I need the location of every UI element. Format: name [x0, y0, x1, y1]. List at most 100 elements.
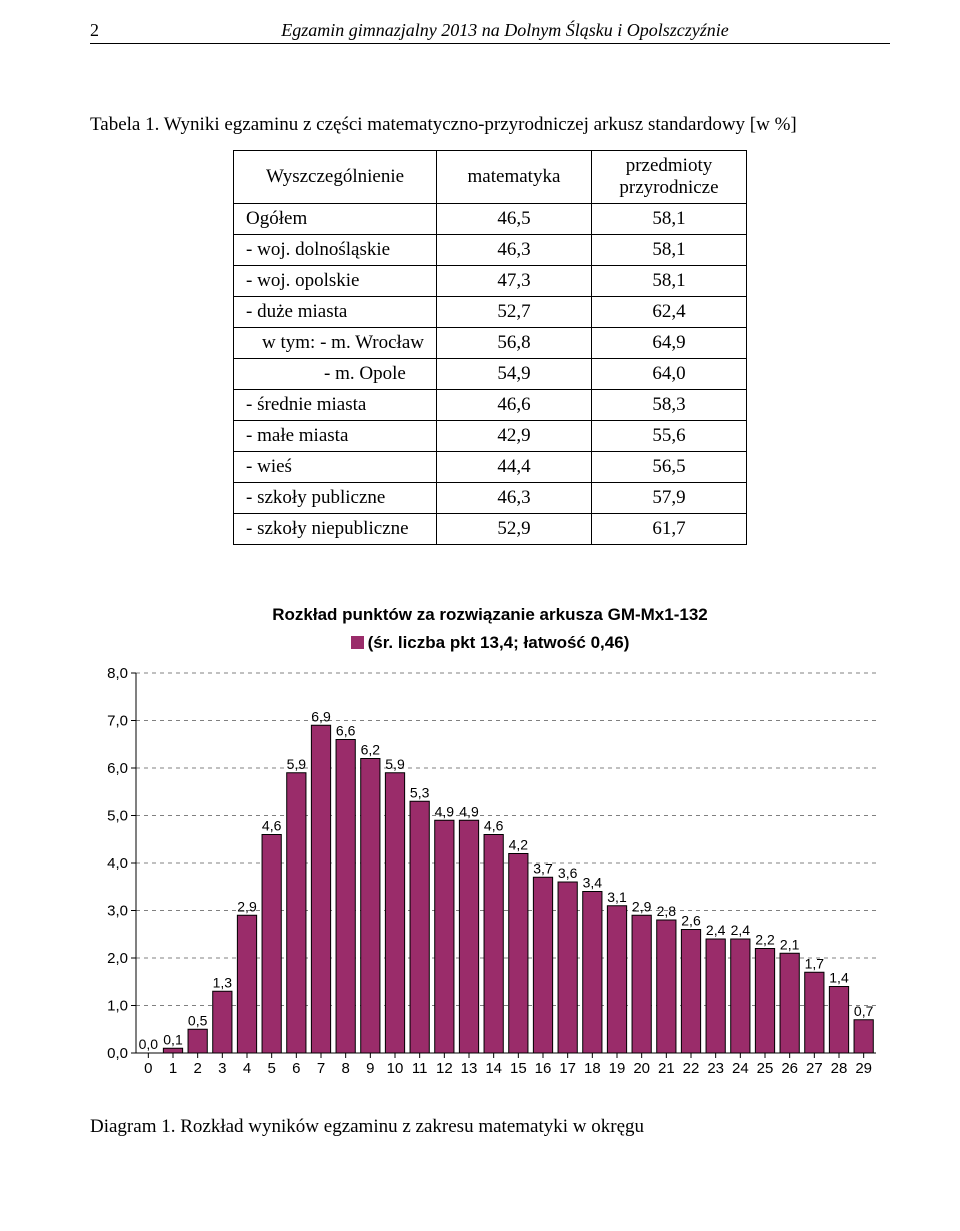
- table-cell-value: 52,9: [436, 514, 591, 545]
- table-cell-value: 58,1: [591, 235, 746, 266]
- svg-text:2,9: 2,9: [237, 898, 257, 914]
- svg-text:2,4: 2,4: [731, 922, 751, 938]
- chart-title: Rozkład punktów za rozwiązanie arkusza G…: [90, 605, 890, 625]
- svg-text:2,2: 2,2: [755, 932, 775, 948]
- svg-text:11: 11: [412, 1060, 428, 1077]
- svg-text:23: 23: [707, 1060, 724, 1077]
- bar: [755, 949, 774, 1054]
- bar: [829, 987, 848, 1054]
- table-cell-value: 58,1: [591, 204, 746, 235]
- svg-text:0,0: 0,0: [107, 1045, 128, 1062]
- table-row: w tym: - m. Wrocław56,864,9: [234, 328, 747, 359]
- svg-text:5,9: 5,9: [385, 756, 405, 772]
- page-header: 2 Egzamin gimnazjalny 2013 na Dolnym Ślą…: [90, 20, 890, 44]
- svg-text:27: 27: [806, 1060, 823, 1077]
- svg-text:1: 1: [169, 1060, 177, 1077]
- bar: [237, 915, 256, 1053]
- svg-text:5,9: 5,9: [287, 756, 307, 772]
- bar: [188, 1029, 207, 1053]
- svg-text:21: 21: [658, 1060, 675, 1077]
- table-row: - szkoły niepubliczne52,961,7: [234, 514, 747, 545]
- results-table: Wyszczególnienie matematyka przedmioty p…: [233, 150, 747, 545]
- svg-text:19: 19: [609, 1060, 626, 1077]
- bar: [484, 835, 503, 1054]
- table-cell-value: 46,5: [436, 204, 591, 235]
- table-cell-value: 62,4: [591, 297, 746, 328]
- bar: [854, 1020, 873, 1053]
- svg-text:7,0: 7,0: [107, 713, 128, 730]
- svg-text:5,3: 5,3: [410, 784, 430, 800]
- table-row: - małe miasta42,955,6: [234, 421, 747, 452]
- svg-text:8: 8: [341, 1060, 349, 1077]
- bar: [780, 953, 799, 1053]
- bar: [311, 725, 330, 1053]
- bar: [410, 801, 429, 1053]
- svg-text:2,9: 2,9: [632, 898, 652, 914]
- table-head-col3-line2: przyrodnicze: [619, 177, 718, 198]
- table-cell-value: 61,7: [591, 514, 746, 545]
- table-cell-value: 58,3: [591, 390, 746, 421]
- bar: [435, 820, 454, 1053]
- bar: [163, 1048, 182, 1053]
- svg-text:2: 2: [193, 1060, 201, 1077]
- table-cell-label: - wieś: [234, 452, 437, 483]
- table-cell-value: 55,6: [591, 421, 746, 452]
- svg-text:3,0: 3,0: [107, 903, 128, 920]
- svg-text:25: 25: [757, 1060, 774, 1077]
- svg-text:1,3: 1,3: [213, 974, 233, 990]
- svg-text:9: 9: [366, 1060, 374, 1077]
- table-head-col3-line1: przedmioty: [626, 155, 713, 176]
- table-cell-label: w tym: - m. Wrocław: [234, 328, 437, 359]
- table-cell-label: - szkoły publiczne: [234, 483, 437, 514]
- table-cell-value: 54,9: [436, 359, 591, 390]
- svg-text:0: 0: [144, 1060, 152, 1077]
- svg-text:7: 7: [317, 1060, 325, 1077]
- table-cell-label: - szkoły niepubliczne: [234, 514, 437, 545]
- table-cell-value: 47,3: [436, 266, 591, 297]
- svg-text:6,6: 6,6: [336, 723, 356, 739]
- svg-text:16: 16: [535, 1060, 552, 1077]
- table-cell-value: 57,9: [591, 483, 746, 514]
- svg-text:12: 12: [436, 1060, 453, 1077]
- svg-text:6,9: 6,9: [311, 708, 331, 724]
- bar-chart-svg: 0,01,02,03,04,05,06,07,08,00,000,110,521…: [90, 663, 886, 1081]
- table-cell-label: - małe miasta: [234, 421, 437, 452]
- bar: [583, 892, 602, 1054]
- bar: [657, 920, 676, 1053]
- svg-text:2,1: 2,1: [780, 936, 800, 952]
- table-cell-value: 52,7: [436, 297, 591, 328]
- table-row: - m. Opole54,964,0: [234, 359, 747, 390]
- svg-text:0,1: 0,1: [163, 1031, 183, 1047]
- chart-legend: (śr. liczba pkt 13,4; łatwość 0,46): [90, 633, 890, 653]
- svg-text:20: 20: [633, 1060, 650, 1077]
- table-head-col3: przedmioty przyrodnicze: [591, 151, 746, 204]
- svg-text:4: 4: [243, 1060, 251, 1077]
- svg-text:2,4: 2,4: [706, 922, 726, 938]
- table-cell-value: 42,9: [436, 421, 591, 452]
- table-cell-value: 56,8: [436, 328, 591, 359]
- page-header-title: Egzamin gimnazjalny 2013 na Dolnym Śląsk…: [120, 20, 890, 41]
- svg-text:2,6: 2,6: [681, 913, 701, 929]
- table-cell-label: Ogółem: [234, 204, 437, 235]
- svg-text:0,5: 0,5: [188, 1012, 208, 1028]
- table-row: Ogółem46,558,1: [234, 204, 747, 235]
- svg-text:6: 6: [292, 1060, 300, 1077]
- svg-text:10: 10: [387, 1060, 404, 1077]
- table-row: - woj. opolskie47,358,1: [234, 266, 747, 297]
- bar: [509, 854, 528, 1054]
- svg-text:13: 13: [461, 1060, 478, 1077]
- svg-text:2,0: 2,0: [107, 950, 128, 967]
- table-head-col1: Wyszczególnienie: [234, 151, 437, 204]
- svg-text:8,0: 8,0: [107, 665, 128, 682]
- svg-text:4,0: 4,0: [107, 855, 128, 872]
- bar: [706, 939, 725, 1053]
- bar: [213, 991, 232, 1053]
- table-cell-label: - woj. opolskie: [234, 266, 437, 297]
- svg-text:15: 15: [510, 1060, 527, 1077]
- table-row: - woj. dolnośląskie46,358,1: [234, 235, 747, 266]
- table-cell-value: 46,3: [436, 235, 591, 266]
- svg-text:2,8: 2,8: [657, 903, 677, 919]
- bar: [681, 930, 700, 1054]
- svg-text:3,7: 3,7: [533, 860, 553, 876]
- bar: [805, 972, 824, 1053]
